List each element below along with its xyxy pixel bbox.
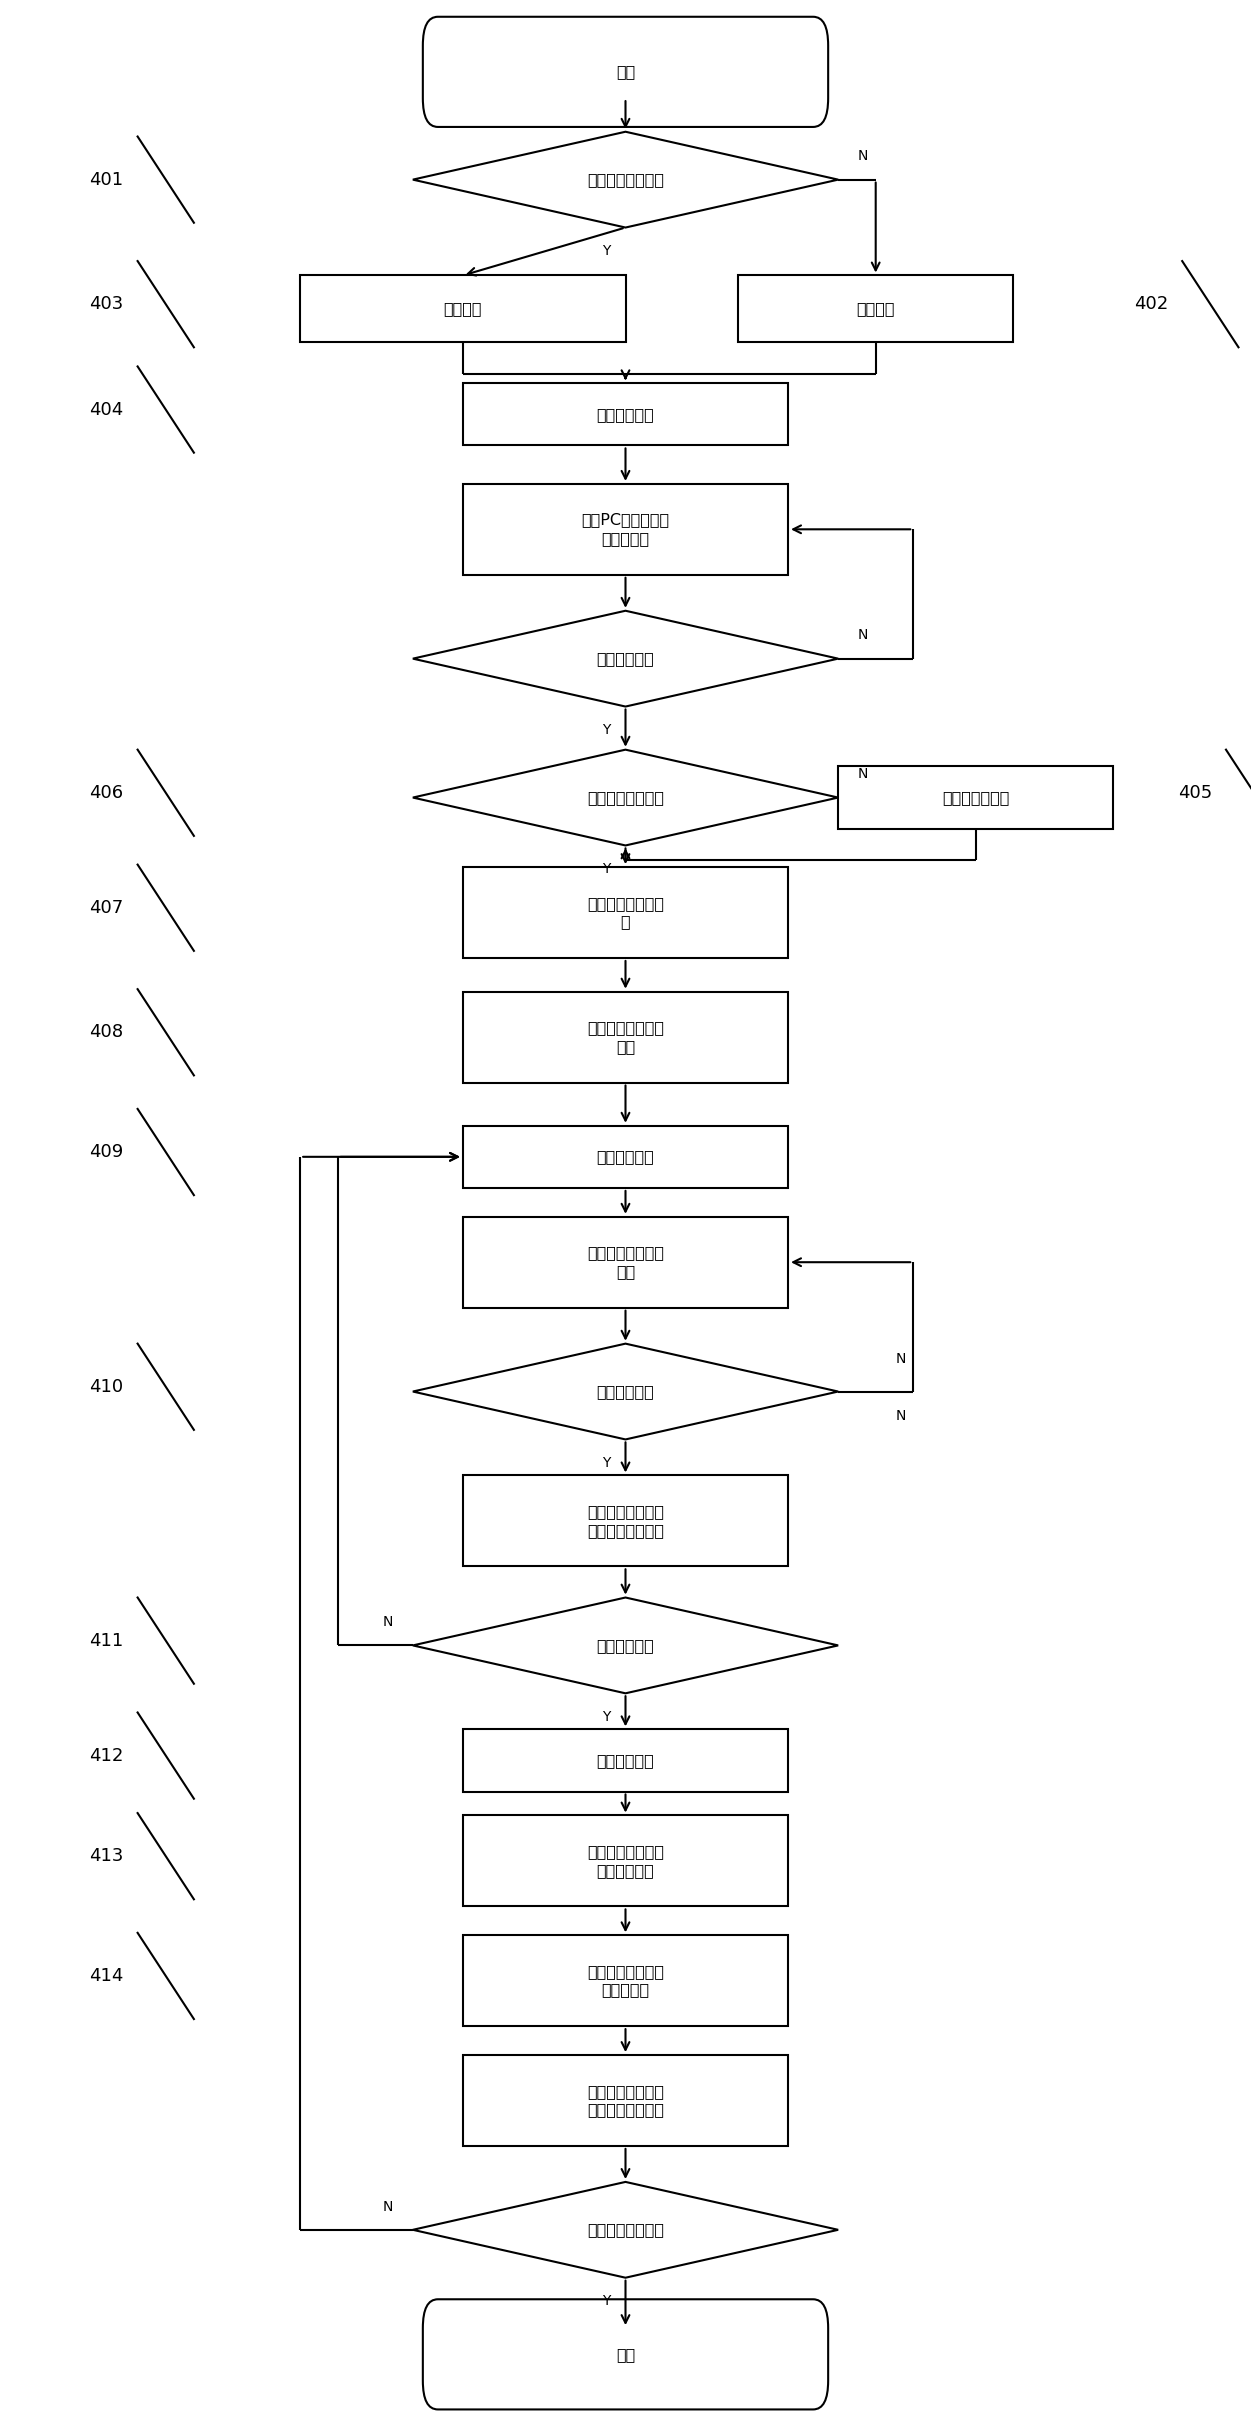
Text: N: N <box>383 1614 393 1629</box>
Text: 建立PC与各自动全
站仪的连接: 建立PC与各自动全 站仪的连接 <box>582 513 669 547</box>
Text: 404: 404 <box>89 401 124 418</box>
Bar <box>463 1476 788 1566</box>
Polygon shape <box>413 1344 838 1439</box>
Text: 403: 403 <box>89 294 124 314</box>
Text: N: N <box>858 768 868 780</box>
Text: 409: 409 <box>89 1143 124 1162</box>
Polygon shape <box>413 2183 838 2278</box>
Bar <box>463 384 788 445</box>
Text: Y: Y <box>603 863 610 875</box>
Text: 是否存有已知坐标: 是否存有已知坐标 <box>587 790 664 805</box>
Text: Y: Y <box>603 2295 610 2309</box>
Bar <box>463 1216 788 1308</box>
Bar <box>738 275 1013 343</box>
Text: 开始: 开始 <box>615 63 636 80</box>
Text: 是否连接成功: 是否连接成功 <box>597 652 654 666</box>
Text: 413: 413 <box>89 1848 124 1865</box>
Text: 新建工程: 新建工程 <box>444 301 482 316</box>
Bar <box>463 2054 788 2147</box>
Text: 输入已知点坐标: 输入已知点坐标 <box>942 790 1010 805</box>
Text: 是否退出自动测量: 是否退出自动测量 <box>587 2222 664 2237</box>
Text: N: N <box>383 2200 393 2215</box>
Text: 测量坐标转换到基
准坐标系下: 测量坐标转换到基 准坐标系下 <box>587 1964 664 1998</box>
Text: N: N <box>896 1352 906 1366</box>
Bar <box>463 1126 788 1189</box>
Bar <box>463 484 788 574</box>
Bar <box>463 1935 788 2025</box>
Text: 是否观测成功: 是否观测成功 <box>597 1383 654 1398</box>
Text: N: N <box>858 148 868 163</box>
Text: 保存所有解算数据
并绘制变形曲线图: 保存所有解算数据 并绘制变形曲线图 <box>587 2083 664 2117</box>
Bar <box>463 1816 788 1906</box>
Text: 配置工程属性: 配置工程属性 <box>597 406 654 423</box>
Polygon shape <box>413 131 838 229</box>
Text: 打开工程: 打开工程 <box>857 301 894 316</box>
Bar <box>463 868 788 958</box>
Polygon shape <box>413 1597 838 1694</box>
Text: 401: 401 <box>89 170 124 190</box>
Text: 414: 414 <box>89 1967 124 1986</box>
Text: 结束: 结束 <box>615 2346 636 2363</box>
Text: 406: 406 <box>89 783 124 802</box>
Text: 405: 405 <box>1177 783 1212 802</box>
Text: 407: 407 <box>89 899 124 916</box>
FancyBboxPatch shape <box>423 17 828 126</box>
Bar <box>300 275 626 343</box>
Polygon shape <box>413 610 838 707</box>
Text: 是否首次运行工程: 是否首次运行工程 <box>587 173 664 187</box>
Text: 402: 402 <box>1133 294 1168 314</box>
Text: 所有测站进行定位
测量: 所有测站进行定位 测量 <box>587 1245 664 1279</box>
Text: N: N <box>896 1410 906 1422</box>
Text: 解算是否成功: 解算是否成功 <box>597 1638 654 1653</box>
Text: 410: 410 <box>89 1378 124 1395</box>
Text: 411: 411 <box>89 1631 124 1651</box>
Text: 各站按学习顺序依
次观测监测点: 各站按学习顺序依 次观测监测点 <box>587 1845 664 1877</box>
Text: N: N <box>858 630 868 642</box>
Text: Y: Y <box>603 1456 610 1471</box>
Bar <box>463 1728 788 1792</box>
Text: Y: Y <box>603 724 610 737</box>
Text: 408: 408 <box>89 1023 124 1040</box>
Text: 整体平差解算测站
及转折参考点参数: 整体平差解算测站 及转折参考点参数 <box>587 1505 664 1539</box>
Text: 各测站学习测量监
测点: 各测站学习测量监 测点 <box>587 1021 664 1055</box>
Bar <box>463 992 788 1082</box>
FancyBboxPatch shape <box>423 2300 828 2409</box>
Text: 更新测站参数: 更新测站参数 <box>597 1753 654 1767</box>
Text: 启动自动测量: 启动自动测量 <box>597 1150 654 1164</box>
Polygon shape <box>413 749 838 846</box>
Bar <box>838 766 1113 829</box>
Text: Y: Y <box>603 1709 610 1724</box>
Text: 412: 412 <box>89 1745 124 1765</box>
Text: Y: Y <box>603 243 610 258</box>
Text: 各测站进行测站定
向: 各测站进行测站定 向 <box>587 895 664 929</box>
